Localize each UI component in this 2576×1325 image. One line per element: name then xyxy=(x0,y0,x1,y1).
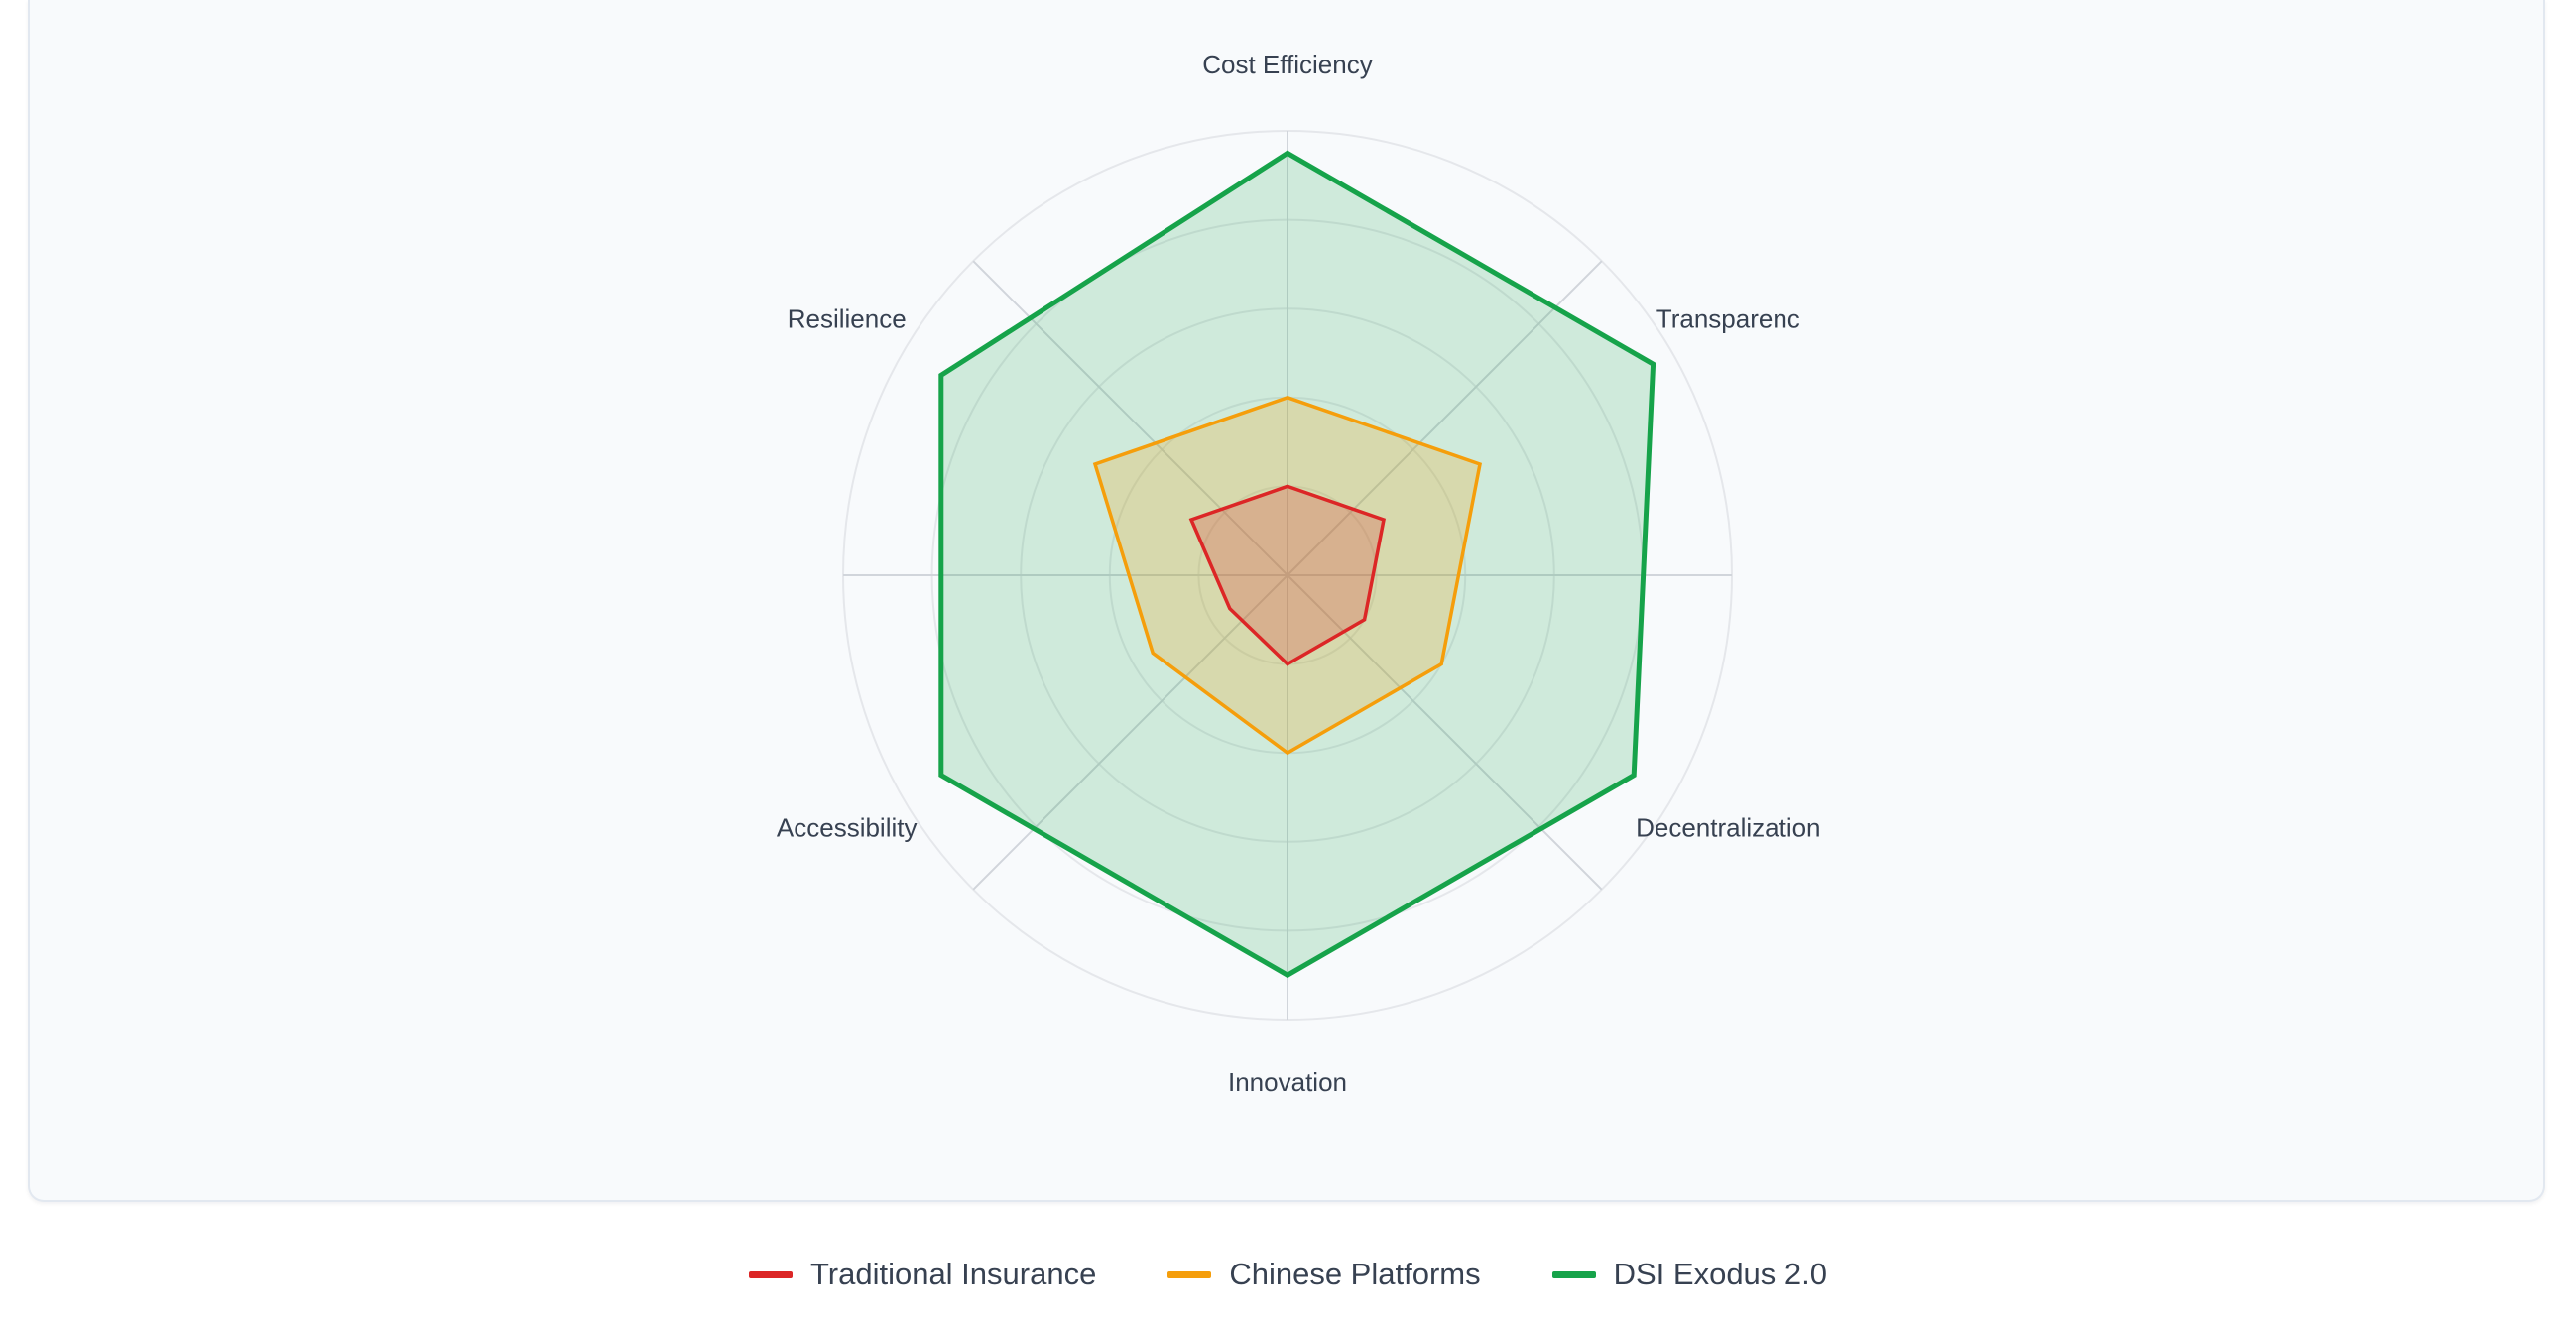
legend-swatch xyxy=(748,1270,793,1278)
series-polygon-chinese-platforms[interactable] xyxy=(1092,395,1483,756)
radar-spokes xyxy=(843,131,1732,1020)
grid-spoke xyxy=(972,574,1288,891)
grid-spoke xyxy=(1287,260,1603,576)
axis-label-resilience: Resilience xyxy=(788,303,907,333)
radar-series xyxy=(938,150,1656,979)
legend-label: DSI Exodus 2.0 xyxy=(1613,1257,1828,1291)
grid-spoke xyxy=(972,260,1288,576)
axis-label-transparenc: Transparenc xyxy=(1656,303,1800,333)
legend-swatch xyxy=(1167,1270,1212,1278)
legend-item-chinese-platforms[interactable]: Chinese Platforms xyxy=(1167,1257,1481,1292)
legend-item-traditional-insurance[interactable]: Traditional Insurance xyxy=(748,1257,1097,1292)
radar-axis-labels: Cost Efficiency Transparenc Decentralizati… xyxy=(777,50,1821,1097)
series-polygon-traditional-insurance[interactable] xyxy=(1188,484,1387,666)
axis-label-cost-efficiency: Cost Efficiency xyxy=(1202,50,1372,79)
axis-label-decentralization: Decentralization xyxy=(1636,812,1820,842)
legend-label: Traditional Insurance xyxy=(809,1257,1097,1291)
axis-label-innovation: Innovation xyxy=(1228,1067,1347,1097)
legend-item-dsi-exodus[interactable]: DSI Exodus 2.0 xyxy=(1551,1257,1828,1292)
radar-chart: Cost Efficiency Transparenc Decentralizati… xyxy=(777,50,1821,1097)
legend-swatch xyxy=(1551,1270,1596,1278)
series-polygon-dsi-exodus-2-0[interactable] xyxy=(938,150,1656,979)
axis-label-accessibility: Accessibility xyxy=(777,812,918,842)
legend-label: Chinese Platforms xyxy=(1229,1257,1481,1291)
grid-spoke xyxy=(1287,574,1603,891)
legend: Traditional Insurance Chinese Platforms … xyxy=(0,1247,2576,1302)
